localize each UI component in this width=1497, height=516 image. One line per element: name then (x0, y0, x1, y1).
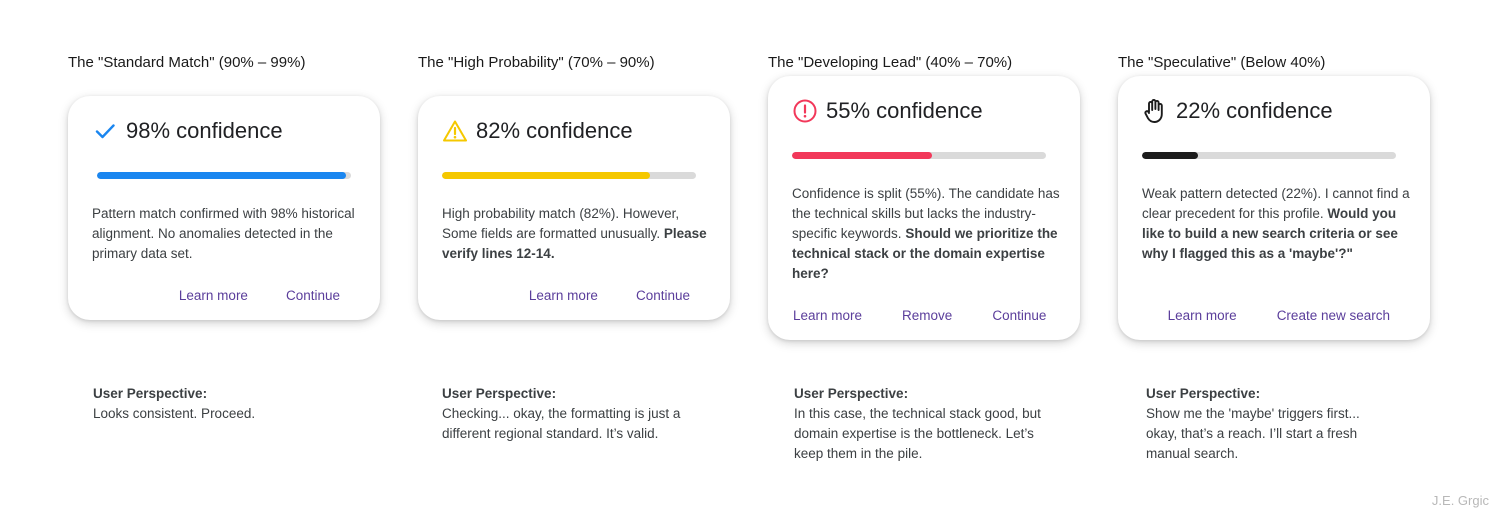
user-perspective-heading: User Perspective: (93, 386, 208, 401)
learn-more-button[interactable]: Learn more (528, 288, 598, 303)
confidence-card-high-probability: 82% confidence High probability match (8… (418, 96, 730, 320)
confidence-label: 22% confidence (1176, 98, 1333, 123)
confidence-card-speculative: 22% confidence Weak pattern detected (22… (1118, 76, 1430, 340)
card-message-emphasis: Would you like to build a new search cri… (1142, 206, 1398, 261)
user-perspective-text: Show me the 'maybe' triggers first... ok… (1146, 406, 1360, 461)
alert-circle-icon (792, 98, 818, 124)
hand-stop-icon (1142, 98, 1168, 124)
card-actions: Learn more Create new search (1168, 308, 1390, 323)
card-message-emphasis: Should we prioritize the technical stack… (792, 226, 1058, 281)
column-title-high-probability: The "High Probability" (70% – 90%) (418, 54, 655, 71)
confidence-label: 55% confidence (826, 98, 983, 123)
confidence-bar (792, 152, 1046, 159)
remove-button[interactable]: Remove (902, 308, 953, 323)
card-header: 55% confidence (792, 98, 983, 124)
user-perspective-standard-match: User Perspective: Looks consistent. Proc… (93, 384, 393, 424)
continue-button[interactable]: Continue (285, 288, 340, 303)
confidence-bar-fill (97, 172, 346, 179)
user-perspective-high-probability: User Perspective: Checking... okay, the … (442, 384, 710, 444)
user-perspective-developing-lead: User Perspective: In this case, the tech… (794, 384, 1054, 464)
check-icon (92, 118, 118, 144)
confidence-card-standard-match: 98% confidence Pattern match confirmed w… (68, 96, 380, 320)
card-message-text: Pattern match confirmed with 98% histori… (92, 206, 355, 261)
user-perspective-text: Checking... okay, the formatting is just… (442, 406, 681, 441)
card-actions: Learn more Continue (529, 288, 690, 303)
user-perspective-heading: User Perspective: (794, 386, 909, 401)
learn-more-button[interactable]: Learn more (178, 288, 248, 303)
card-message: Weak pattern detected (22%). I cannot fi… (1142, 184, 1410, 264)
confidence-bar (97, 172, 351, 179)
user-perspective-speculative: User Perspective: Show me the 'maybe' tr… (1146, 384, 1382, 464)
learn-more-button[interactable]: Learn more (1167, 308, 1237, 323)
create-new-search-button[interactable]: Create new search (1276, 308, 1390, 323)
learn-more-button[interactable]: Learn more (793, 308, 863, 323)
continue-button[interactable]: Continue (635, 288, 690, 303)
card-message: Confidence is split (55%). The candidate… (792, 184, 1060, 284)
user-perspective-text: Looks consistent. Proceed. (93, 406, 256, 421)
card-header: 22% confidence (1142, 98, 1333, 124)
card-message-text: Confidence is split (55%). The candidate… (792, 186, 1060, 241)
warning-icon (442, 118, 468, 144)
confidence-card-developing-lead: 55% confidence Confidence is split (55%)… (768, 76, 1080, 340)
column-title-developing-lead: The "Developing Lead" (40% – 70%) (768, 54, 1013, 71)
card-actions: Learn more Continue (179, 288, 340, 303)
continue-button[interactable]: Continue (992, 308, 1047, 323)
card-message-text: Weak pattern detected (22%). I cannot fi… (1142, 186, 1410, 221)
card-message-emphasis: Please verify lines 12-14. (442, 226, 707, 261)
card-header: 98% confidence (92, 118, 283, 144)
user-perspective-heading: User Perspective: (442, 386, 557, 401)
card-message-text: High probability match (82%). However, S… (442, 206, 680, 241)
confidence-bar-fill (1142, 152, 1198, 159)
user-perspective-heading: User Perspective: (1146, 386, 1261, 401)
confidence-label: 82% confidence (476, 118, 633, 143)
card-header: 82% confidence (442, 118, 633, 144)
column-title-standard-match: The "Standard Match" (90% – 99%) (68, 54, 306, 71)
author-signature: J.E. Grgic (1431, 493, 1489, 508)
confidence-bar-fill (442, 172, 651, 179)
column-title-speculative: The "Speculative" (Below 40%) (1118, 54, 1326, 71)
confidence-label: 98% confidence (126, 118, 283, 143)
confidence-bar-fill (792, 152, 932, 159)
user-perspective-text: In this case, the technical stack good, … (794, 406, 1041, 461)
card-message: High probability match (82%). However, S… (442, 204, 710, 264)
card-actions: Learn more Remove Continue (793, 308, 1046, 323)
confidence-bar (442, 172, 696, 179)
confidence-bar (1142, 152, 1396, 159)
card-message: Pattern match confirmed with 98% histori… (92, 204, 360, 264)
